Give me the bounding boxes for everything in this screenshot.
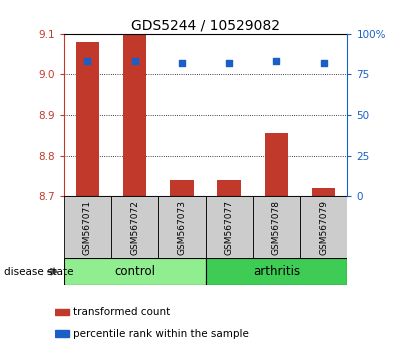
Text: percentile rank within the sample: percentile rank within the sample: [73, 329, 249, 339]
Bar: [64, 196, 111, 258]
Bar: [312, 188, 335, 196]
Point: [132, 58, 138, 64]
Bar: [64, 258, 206, 285]
Text: control: control: [114, 265, 155, 278]
Bar: [300, 196, 347, 258]
Title: GDS5244 / 10529082: GDS5244 / 10529082: [131, 18, 280, 33]
Bar: [158, 196, 206, 258]
Text: arthritis: arthritis: [253, 265, 300, 278]
Text: GSM567079: GSM567079: [319, 200, 328, 255]
Text: GSM567071: GSM567071: [83, 200, 92, 255]
Text: GSM567072: GSM567072: [130, 200, 139, 255]
Point: [178, 60, 185, 66]
Bar: [55, 308, 69, 315]
Point: [226, 60, 233, 66]
Text: GSM567077: GSM567077: [225, 200, 233, 255]
Bar: [206, 196, 253, 258]
Bar: [265, 133, 288, 196]
Bar: [170, 180, 194, 196]
Text: GSM567078: GSM567078: [272, 200, 281, 255]
Text: GSM567073: GSM567073: [178, 200, 186, 255]
Point: [84, 58, 90, 64]
Bar: [206, 258, 347, 285]
Bar: [123, 34, 146, 196]
Text: disease state: disease state: [4, 267, 74, 277]
Text: transformed count: transformed count: [73, 307, 170, 317]
Bar: [111, 196, 158, 258]
Bar: [55, 331, 69, 337]
Point: [273, 58, 279, 64]
Bar: [217, 180, 241, 196]
Bar: [253, 196, 300, 258]
Point: [321, 60, 327, 66]
Bar: [76, 42, 99, 196]
